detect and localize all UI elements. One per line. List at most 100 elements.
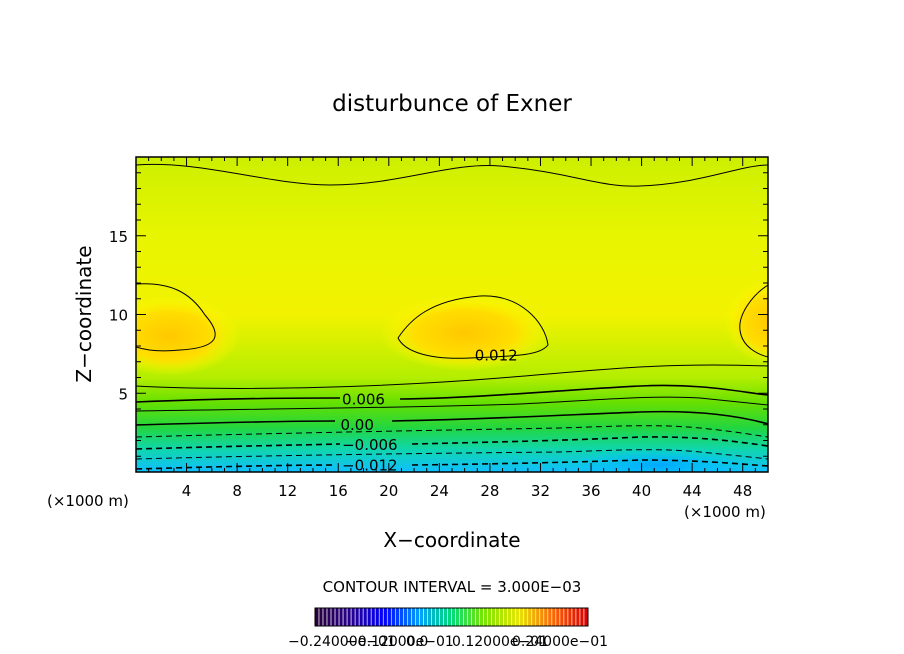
y-axis-ticks: 5 10 15 xyxy=(109,172,768,457)
colorbar-segment xyxy=(342,607,348,627)
contour-label: 0.00 xyxy=(340,416,373,434)
colorbar-segment xyxy=(358,607,364,627)
contour-line xyxy=(136,163,768,187)
colorbar-segment xyxy=(507,607,513,627)
colorbar-segment xyxy=(583,607,589,627)
colorbar-segment xyxy=(399,607,404,627)
colorbar-segment xyxy=(491,607,496,627)
colorbar-segment xyxy=(547,607,553,627)
colorbar-segment xyxy=(386,607,392,627)
colorbar-tick-label: 0.12000e−01 xyxy=(452,634,548,650)
colorbar-segment xyxy=(330,607,336,627)
colorbar-segment xyxy=(390,607,396,627)
contour-line xyxy=(136,436,768,450)
colorbar-segment xyxy=(435,607,440,627)
contour-line xyxy=(397,295,549,359)
colorbar-segment xyxy=(479,607,484,627)
colorbar-segment xyxy=(551,607,557,627)
contour-line xyxy=(136,396,768,412)
x-tick-label: 4 xyxy=(182,482,192,500)
colorbar-segment xyxy=(455,607,460,627)
colorbar-segment xyxy=(539,607,545,627)
x-tick-label: 44 xyxy=(683,482,702,500)
y-axis-label: Z−coordinate xyxy=(72,245,96,382)
y-tick-label: 10 xyxy=(109,307,128,325)
colorbar-segment xyxy=(334,607,340,627)
colorbar-segment xyxy=(350,607,356,627)
colorbar-segment xyxy=(559,607,565,627)
colorbar-tick-label: −0.24000e−01 xyxy=(288,634,396,650)
colorbar-segment xyxy=(374,607,380,627)
x-unit-left: (×1000 m) xyxy=(47,492,129,510)
colorbar-tick-label: 0.24000e−01 xyxy=(512,634,608,650)
colorbar-segment xyxy=(503,607,509,627)
x-axis-label: X−coordinate xyxy=(383,528,520,552)
colorbar-segment xyxy=(523,607,529,627)
contour-line xyxy=(136,384,768,403)
low-pressure-blob xyxy=(570,447,750,472)
contour-line xyxy=(739,284,768,358)
colorbar-segment xyxy=(515,607,521,627)
colorbar-segment xyxy=(499,607,504,627)
contour-label: −0.012 xyxy=(342,457,398,475)
x-tick-label: 32 xyxy=(531,482,550,500)
contour-labels: 0.012 0.006 0.00 −0.006 −0.012 xyxy=(340,346,517,474)
colorbar-segment xyxy=(555,607,561,627)
colorbar-segment xyxy=(439,607,444,627)
colorbar-segment xyxy=(447,607,452,627)
colorbar-segment xyxy=(423,607,428,627)
y-tick-label: 15 xyxy=(109,228,128,246)
colorbar xyxy=(314,607,589,627)
colorbar-segment xyxy=(563,607,569,627)
x-axis-ticks: 4 8 12 16 20 24 28 32 36 40 44 48 xyxy=(148,157,756,500)
colorbar-segment xyxy=(571,607,577,627)
chart-title: disturbunce of Exner xyxy=(332,91,572,117)
x-tick-label: 12 xyxy=(278,482,297,500)
x-tick-label: 48 xyxy=(733,482,752,500)
high-pressure-blob xyxy=(136,296,240,376)
contour-label: −0.006 xyxy=(342,436,398,454)
colorbar-segment xyxy=(362,607,368,627)
contour-line xyxy=(136,449,768,460)
colorbar-segment xyxy=(378,607,384,627)
colorbar-segment xyxy=(575,607,581,627)
colorbar-segment xyxy=(326,607,332,627)
colorbar-segment xyxy=(463,607,468,627)
colorbar-segment xyxy=(567,607,573,627)
contour-line xyxy=(136,364,768,389)
colorbar-segment xyxy=(467,607,472,627)
colorbar-segment xyxy=(535,607,541,627)
colorbar-segment xyxy=(419,607,424,627)
x-tick-label: 28 xyxy=(480,482,499,500)
colorbar-segment xyxy=(511,607,517,627)
contour-label: 0.006 xyxy=(342,391,385,409)
x-tick-label: 20 xyxy=(379,482,398,500)
colorbar-segment xyxy=(579,607,585,627)
colorbar-segment xyxy=(543,607,549,627)
x-tick-label: 36 xyxy=(581,482,600,500)
x-unit-right: (×1000 m) xyxy=(684,503,766,521)
contour-line xyxy=(136,459,768,470)
contour-label: 0.012 xyxy=(475,346,518,364)
x-tick-label: 16 xyxy=(329,482,348,500)
colorbar-segment xyxy=(443,607,448,627)
colorbar-segment xyxy=(318,607,324,627)
colorbar-segment xyxy=(314,607,320,627)
colorbar-segment xyxy=(527,607,533,627)
plot-area xyxy=(135,156,769,473)
colorbar-segment xyxy=(370,607,376,627)
colorbar-segment xyxy=(431,607,436,627)
colorbar-segment xyxy=(427,607,432,627)
colorbar-segment xyxy=(471,607,476,627)
colorbar-segment xyxy=(394,607,400,627)
contour-line xyxy=(136,410,768,426)
x-tick-label: 24 xyxy=(430,482,449,500)
high-pressure-blob xyxy=(725,280,768,364)
colorbar-segment xyxy=(366,607,372,627)
colorbar-segment xyxy=(411,607,416,627)
colorbar-segment xyxy=(495,607,500,627)
colorbar-tick-label: 0.0 xyxy=(406,634,428,650)
colorbar-segment xyxy=(338,607,344,627)
colorbar-segment xyxy=(531,607,537,627)
